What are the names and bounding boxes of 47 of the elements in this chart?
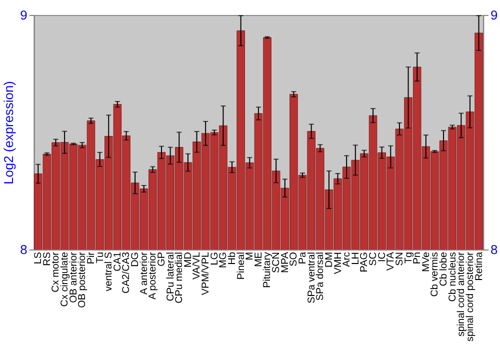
x-tick-label: LH — [350, 252, 362, 265]
x-tick-label: ventral S — [104, 252, 115, 292]
x-tick-label: Pir — [86, 251, 97, 264]
x-tick-label: M — [244, 252, 256, 260]
x-tick-label: Pn — [412, 252, 424, 264]
x-tick-label: OB posterior — [77, 251, 88, 308]
x-tick-label: Pineal — [236, 252, 247, 280]
x-tick-label: Tu — [94, 252, 106, 264]
x-tick-label: A anterior — [138, 251, 150, 295]
x-tick-label: spinal cord posterior — [464, 251, 476, 342]
x-tick-label: Pa — [298, 252, 308, 264]
x-tick-label: GP — [156, 252, 168, 266]
x-tick-label: LS — [33, 252, 44, 264]
y-axis-title: Log2 (expression) — [1, 81, 16, 184]
x-tick-label: Cb lobe — [438, 252, 450, 286]
x-tick-label: Cx cingulate — [60, 252, 71, 307]
x-tick-label: MVe — [420, 252, 432, 272]
x-tick-label: ME — [253, 252, 264, 267]
x-tick-label: SO — [288, 252, 300, 266]
x-tick-label: PAG — [359, 252, 370, 272]
x-tick-label: SN — [394, 252, 406, 266]
x-tick-label: LG — [209, 252, 220, 266]
x-tick-label: Pituitary — [262, 252, 274, 288]
x-tick-label: CPu medial — [174, 252, 186, 304]
y2-tick-label: 8 — [490, 242, 498, 258]
y2-tick-label: 9 — [490, 7, 498, 22]
x-tick-label: MPA — [280, 252, 291, 273]
x-tick-label: SPa dorsal — [315, 252, 326, 301]
x-tick-label: DM — [324, 252, 335, 268]
x-tick-label: spinal cord anterior — [456, 251, 468, 337]
x-tick-label: SC — [368, 252, 380, 266]
x-tick-label: IC — [376, 252, 388, 262]
x-tick-label: SCN — [271, 252, 282, 273]
x-tick-label: Cb nucleus — [447, 252, 458, 302]
x-tick-label: OB anterior — [68, 251, 80, 303]
x-tick-label: CA2/CA3 — [121, 252, 132, 294]
x-tick-label: Tg — [403, 252, 414, 264]
x-tick-label: A posterior — [148, 251, 159, 300]
x-tick-label: CA1 — [112, 252, 124, 272]
x-tick-label: Retina — [474, 252, 485, 281]
x-tick-label: VMH — [332, 252, 344, 274]
x-tick-label: Hb — [226, 252, 238, 265]
x-tick-label: VTA — [386, 252, 397, 271]
x-tick-label: RS — [42, 252, 53, 266]
x-tick-label: VPM/VPL — [200, 252, 212, 296]
x-tick-label: Arc — [342, 252, 353, 267]
x-tick-label: DG — [130, 252, 142, 267]
